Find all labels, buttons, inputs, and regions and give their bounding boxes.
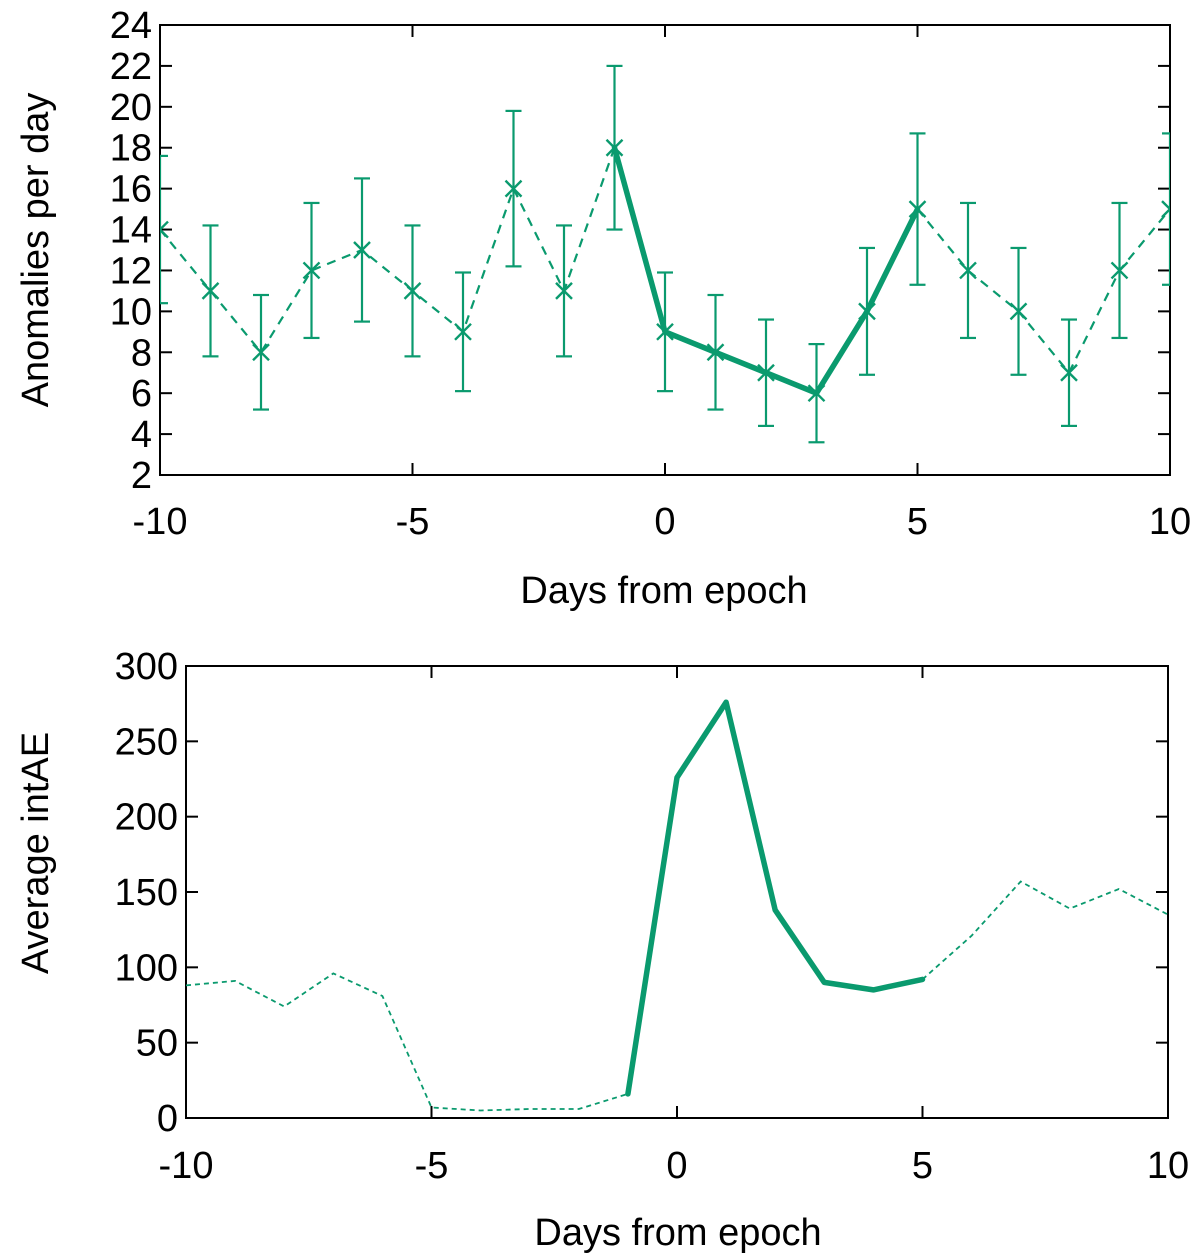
data-point-marker [454,322,472,341]
anomalies-xtick-label: 10 [1149,501,1191,543]
intae-ytick-label: 50 [136,1023,178,1065]
data-point-marker [656,322,674,341]
anomalies-ytick-label: 18 [110,128,152,170]
data-point-marker [1110,261,1129,280]
intae-series-line-dashed [186,972,629,1112]
anomalies-ytick-label: 10 [110,291,152,333]
anomalies-ytick-label: 2 [131,455,152,497]
data-point-marker [353,241,371,259]
data-point-marker [757,363,775,382]
intae-ytick-label: 100 [115,947,178,989]
anomalies-ytick-label: 20 [110,87,152,129]
intae-series-line-dashed [921,880,1168,981]
intae-chart-xlabel: Days from epoch [534,1212,821,1254]
data-point-marker [201,282,220,300]
anomalies-ytick-label: 16 [110,169,152,211]
intae-ytick-label: 0 [157,1098,178,1140]
intae-series-line-solid [625,699,926,1097]
data-point-marker [504,179,523,198]
anomalies-data-layer [160,64,1170,444]
data-point-marker [858,302,876,321]
anomalies-xtick-label: -10 [133,501,188,543]
data-point-marker [160,220,169,239]
data-point-marker [605,138,624,157]
data-point-marker [555,282,573,300]
data-point-marker [252,343,270,362]
intae-ytick-label: 250 [115,721,178,763]
data-point-marker [302,261,321,280]
intae-xtick-label: -5 [415,1145,449,1187]
data-point-marker [706,343,725,362]
intae-ytick-label: 300 [115,646,178,688]
intae-xtick-label: 10 [1147,1145,1189,1187]
anomalies-ytick-label: 22 [110,46,152,88]
anomalies-xtick-label: 5 [907,501,928,543]
intae-ytick-label: 150 [115,872,178,914]
intae-ytick-label: 200 [115,797,178,839]
intae-xtick-label: 0 [666,1145,687,1187]
intae-plot-frame [185,665,1169,1119]
anomalies-chart-ylabel: Anomalies per day [15,93,57,408]
intae-data-layer [186,699,1168,1112]
anomalies-xtick-label: 0 [654,501,675,543]
data-point-marker [1060,363,1078,382]
intae-xtick-label: -10 [159,1145,214,1187]
data-point-marker [1009,302,1028,321]
anomalies-ytick-label: 8 [131,332,152,374]
anomalies-ytick-label: 14 [110,210,152,252]
anomalies-ytick-label: 24 [110,5,152,47]
intae-chart-ylabel: Average intAE [15,732,57,974]
anomalies-ytick-label: 12 [110,250,152,292]
anomalies-ytick-label: 4 [131,414,152,456]
intae-xtick-label: 5 [912,1145,933,1187]
intae-chart-panel: Average intAE Days from epoch 0501001502… [15,646,1189,1254]
data-point-marker [908,200,927,218]
data-point-marker [807,384,826,403]
anomalies-series-line-dashed [160,147,616,355]
anomalies-ytick-label: 6 [131,373,152,415]
anomalies-chart-xlabel: Days from epoch [520,570,807,612]
anomalies-xtick-label: -5 [396,501,430,543]
data-point-marker [959,261,977,280]
anomalies-series-line-dashed [916,208,1170,375]
data-point-marker [1161,200,1170,218]
anomalies-chart-panel: Anomalies per day Days from epoch 246810… [15,5,1191,612]
data-point-marker [403,282,422,300]
